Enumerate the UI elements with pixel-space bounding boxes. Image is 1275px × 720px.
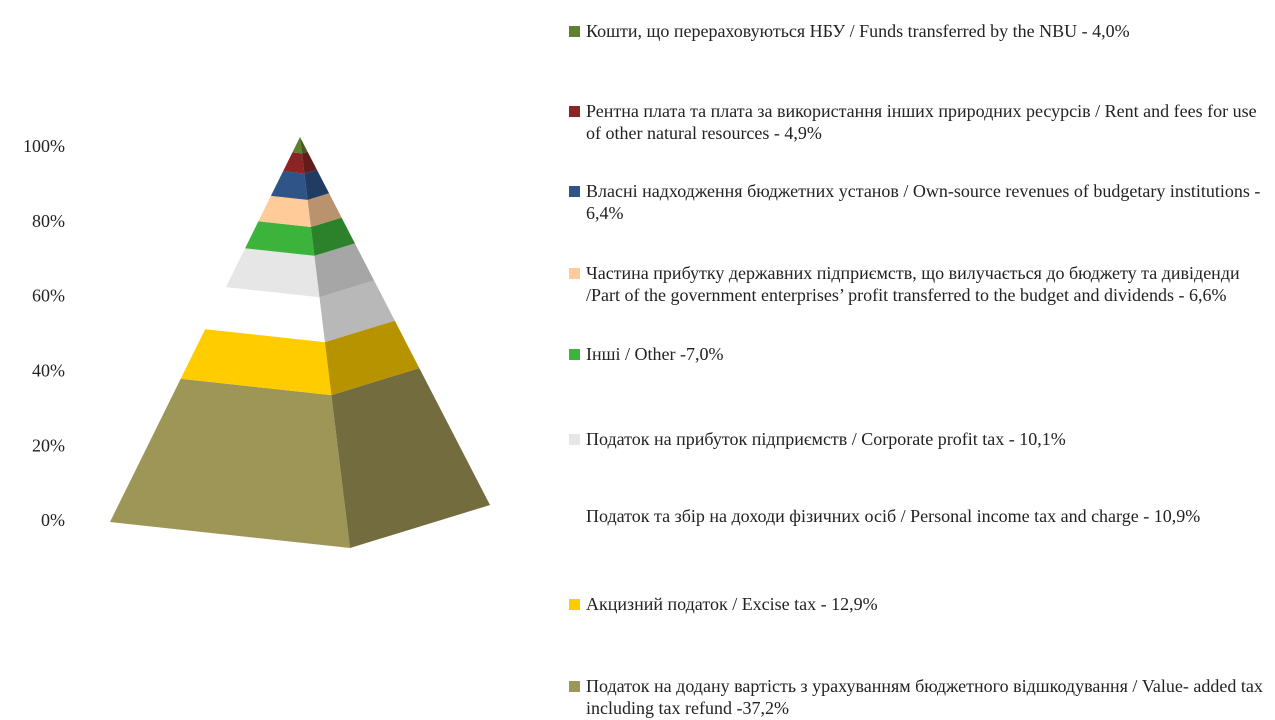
legend-entry: Податок та збір на доходи фізичних осіб … bbox=[568, 505, 1268, 527]
legend-swatch bbox=[569, 511, 580, 522]
pyramid-side bbox=[304, 169, 330, 200]
legend-swatch bbox=[569, 268, 580, 279]
legend-label: Рентна плата та плата за використання ін… bbox=[586, 101, 1257, 143]
pyramid-side bbox=[324, 320, 420, 396]
pyramid-front bbox=[283, 152, 305, 174]
legend-label: Кошти, що перераховуються НБУ / Funds tr… bbox=[586, 21, 1130, 41]
pyramid-front bbox=[205, 287, 325, 343]
legend-swatch bbox=[569, 26, 580, 37]
legend-swatch bbox=[569, 599, 580, 610]
pyramid-front bbox=[270, 171, 308, 200]
legend-entry: Податок на прибуток підприємств / Corpor… bbox=[568, 428, 1268, 450]
legend-entry: Рентна плата та плата за використання ін… bbox=[568, 100, 1268, 144]
pyramid-side bbox=[300, 137, 308, 154]
legend-label: Інші / Other -7,0% bbox=[586, 344, 724, 364]
y-tick-label: 40% bbox=[32, 361, 65, 381]
legend-swatch bbox=[569, 434, 580, 445]
y-tick-label: 80% bbox=[32, 211, 65, 231]
legend-label: Податок на прибуток підприємств / Corpor… bbox=[586, 429, 1066, 449]
legend-entry: Інші / Other -7,0% bbox=[568, 343, 1268, 365]
y-tick-label: 20% bbox=[32, 435, 65, 455]
pyramid-side bbox=[331, 368, 490, 548]
legend-label: Податок та збір на доходи фізичних осіб … bbox=[586, 506, 1201, 526]
legend-swatch bbox=[569, 349, 580, 360]
pyramid-front bbox=[258, 195, 311, 227]
pyramid-front bbox=[292, 137, 302, 154]
legend-swatch bbox=[569, 106, 580, 117]
legend-label: Акцизний податок / Excise tax - 12,9% bbox=[586, 594, 878, 614]
legend-entry: Власні надходження бюджетних установ / O… bbox=[568, 180, 1268, 224]
pyramid-side bbox=[302, 151, 317, 174]
pyramid-front bbox=[225, 248, 320, 298]
pyramid-front bbox=[110, 378, 350, 548]
pyramid-side bbox=[307, 193, 342, 227]
legend-entry: Кошти, що перераховуються НБУ / Funds tr… bbox=[568, 20, 1268, 42]
legend-entry: Акцизний податок / Excise tax - 12,9% bbox=[568, 593, 1268, 615]
legend-entry: Частина прибутку державних підприємств, … bbox=[568, 262, 1268, 306]
y-tick-label: 100% bbox=[23, 136, 65, 156]
pyramid-side bbox=[314, 243, 375, 298]
pyramid-front bbox=[245, 221, 315, 256]
pyramid-side bbox=[319, 280, 395, 343]
legend-swatch bbox=[569, 186, 580, 197]
legend-entry: Податок на додану вартість з урахуванням… bbox=[568, 675, 1268, 719]
y-tick-label: 60% bbox=[32, 286, 65, 306]
legend-label: Податок на додану вартість з урахуванням… bbox=[586, 676, 1263, 718]
y-tick-label: 0% bbox=[41, 510, 65, 530]
pyramid-side bbox=[310, 217, 355, 256]
pyramid-front bbox=[180, 329, 332, 396]
legend-label: Власні надходження бюджетних установ / O… bbox=[586, 181, 1261, 223]
legend-label: Частина прибутку державних підприємств, … bbox=[586, 263, 1240, 305]
legend-swatch bbox=[569, 681, 580, 692]
